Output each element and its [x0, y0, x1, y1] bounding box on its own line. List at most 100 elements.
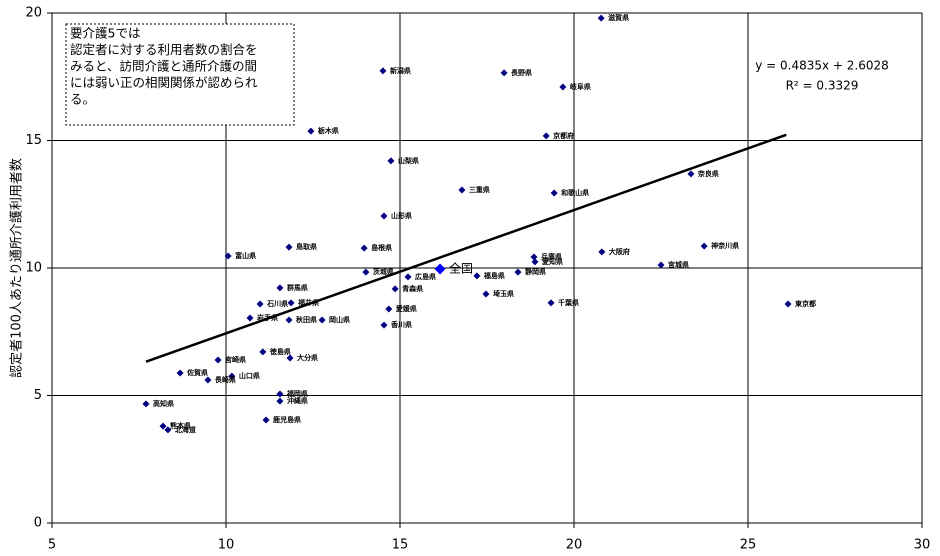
data-point: [598, 248, 606, 256]
trendline: [145, 133, 787, 363]
data-point: [276, 284, 284, 292]
point-label: 滋賀県: [608, 13, 629, 22]
point-label: 栃木県: [318, 126, 339, 135]
point-label: 大阪府: [609, 247, 630, 256]
point-label: 秋田県: [296, 315, 317, 324]
data-point: [204, 376, 212, 384]
annotation-line: 要介護5では: [70, 26, 140, 41]
data-point: [276, 390, 284, 398]
trend-r2: R² = 0.3329: [786, 79, 859, 93]
point-label: 沖縄県: [287, 396, 308, 405]
point-label: 岡山県: [329, 315, 350, 324]
data-point: [285, 316, 293, 324]
point-label: 愛媛県: [396, 304, 417, 313]
data-point: [380, 321, 388, 329]
point-label: 広島県: [415, 272, 436, 281]
data-point: [559, 83, 567, 91]
data-point: [164, 426, 172, 434]
point-label: 長崎県: [215, 375, 236, 384]
point-label: 三重県: [469, 185, 490, 194]
national-point: [434, 263, 446, 275]
point-label: 神奈川県: [711, 241, 739, 250]
data-point: [262, 416, 270, 424]
point-label: 石川県: [266, 299, 288, 308]
x-tick-label: 30: [914, 538, 931, 553]
data-point: [159, 422, 167, 430]
data-point: [380, 212, 388, 220]
y-tick-label: 0: [34, 516, 42, 531]
x-tick-label: 5: [48, 538, 56, 553]
point-label: 島根県: [371, 243, 392, 252]
point-label: 福島県: [483, 271, 505, 280]
point-label: 岐阜県: [570, 82, 591, 91]
point-label: 埼玉県: [493, 289, 514, 298]
data-point: [286, 354, 294, 362]
x-tick-label: 20: [566, 538, 583, 553]
data-point: [500, 69, 508, 77]
point-label: 茨城県: [373, 267, 394, 276]
annotation-line: みると、訪問介護と通所介護の間: [70, 59, 257, 74]
data-point: [531, 258, 539, 266]
data-point: [514, 268, 522, 276]
data-point: [482, 290, 490, 298]
data-point: [285, 243, 293, 251]
data-point: [224, 252, 232, 260]
point-label: 千葉県: [558, 298, 579, 307]
point-label: 青森県: [402, 284, 423, 293]
data-point: [214, 356, 222, 364]
point-label: 山形県: [391, 211, 412, 220]
data-point: [228, 372, 236, 380]
point-label: 静岡県: [525, 267, 546, 276]
data-point: [246, 314, 254, 322]
data-point: [259, 348, 267, 356]
y-tick-label: 15: [25, 133, 42, 148]
annotation-box: [65, 23, 295, 126]
data-point: [542, 132, 550, 140]
data-point: [276, 397, 284, 405]
point-label: 京都府: [553, 131, 574, 140]
data-point: [142, 400, 150, 408]
data-point: [387, 157, 395, 165]
point-label: 兵庫県: [541, 252, 562, 261]
y-tick-label: 20: [25, 6, 42, 21]
data-point: [318, 316, 326, 324]
national-label: 全国: [449, 261, 473, 276]
point-label: 群馬県: [287, 283, 308, 292]
point-label: 鳥取県: [296, 242, 317, 251]
point-label: 岩手県: [256, 313, 278, 322]
annotation-line: る。: [70, 92, 95, 107]
y-tick-label: 5: [34, 388, 42, 403]
annotation-line: 認定者に対する利用者数の割合を: [70, 42, 258, 57]
point-label: 北海道: [175, 425, 196, 434]
data-point: [530, 253, 538, 261]
point-label: 佐賀県: [186, 368, 208, 377]
x-tick-label: 10: [218, 538, 235, 553]
point-label: 東京都: [795, 299, 816, 308]
data-point: [287, 299, 295, 307]
data-point: [307, 127, 315, 135]
data-point: [391, 285, 399, 293]
trend-equation: y = 0.4835x + 2.6028: [755, 59, 889, 73]
data-point: [550, 189, 558, 197]
data-point: [458, 186, 466, 194]
point-label: 徳島県: [269, 347, 291, 356]
data-point: [385, 305, 393, 313]
point-label: 大分県: [297, 353, 318, 362]
y-tick-label: 10: [25, 261, 42, 276]
point-label: 山口県: [239, 371, 260, 380]
point-label: 高知県: [153, 399, 174, 408]
data-point: [784, 300, 792, 308]
data-point: [473, 272, 481, 280]
data-point: [379, 67, 387, 75]
point-label: 富山県: [235, 251, 256, 260]
point-label: 熊本県: [170, 421, 191, 430]
data-point: [360, 244, 368, 252]
data-point: [176, 369, 184, 377]
point-label: 福岡県: [286, 389, 308, 398]
annotation-line: には弱い正の相関関係が認められ: [70, 75, 258, 90]
data-point: [547, 299, 555, 307]
x-tick-label: 15: [392, 538, 409, 553]
data-point: [256, 300, 264, 308]
point-label: 新潟県: [390, 66, 411, 75]
